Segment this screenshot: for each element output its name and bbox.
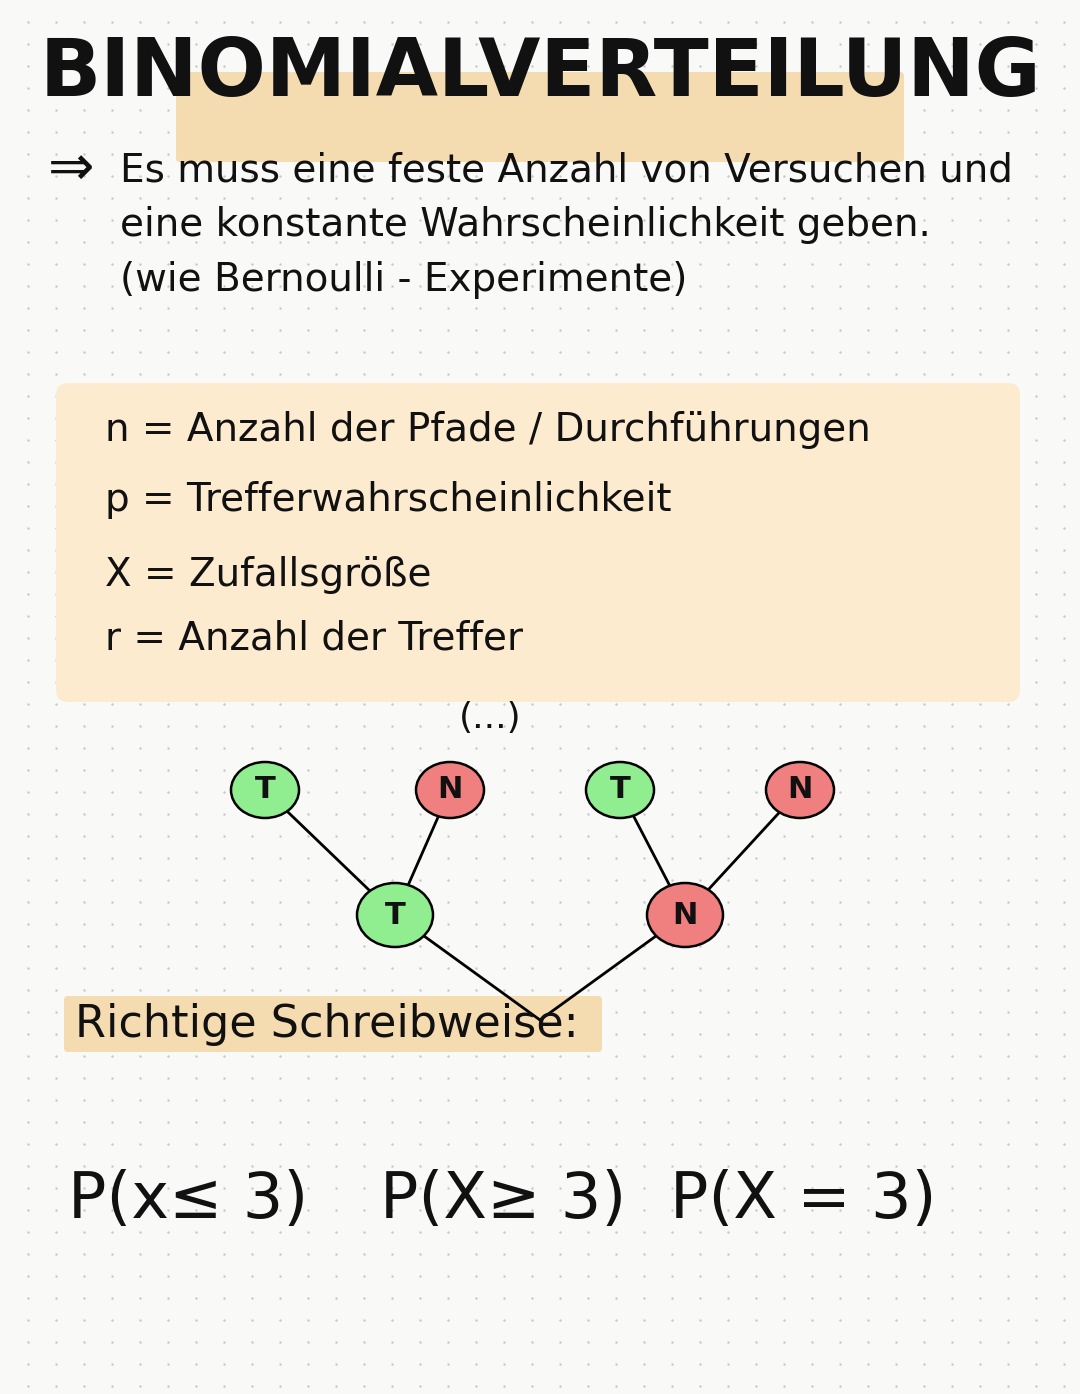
Text: BINOMIALVERTEILUNG: BINOMIALVERTEILUNG: [39, 35, 1041, 113]
Ellipse shape: [766, 763, 834, 818]
Text: r = Anzahl der Treffer: r = Anzahl der Treffer: [105, 619, 523, 657]
Text: n = Anzahl der Pfade / Durchführungen: n = Anzahl der Pfade / Durchführungen: [105, 411, 870, 449]
Text: P(X≥ 3): P(X≥ 3): [380, 1170, 626, 1231]
Text: P(x≤ 3): P(x≤ 3): [68, 1170, 308, 1231]
FancyBboxPatch shape: [64, 995, 602, 1052]
FancyBboxPatch shape: [56, 383, 1020, 703]
Text: T: T: [384, 901, 405, 930]
Ellipse shape: [231, 763, 299, 818]
Text: T: T: [255, 775, 275, 804]
Text: X = Zufallsgröße: X = Zufallsgröße: [105, 556, 432, 594]
Text: P(X = 3): P(X = 3): [670, 1170, 936, 1231]
Text: ⇒: ⇒: [48, 144, 95, 197]
Text: N: N: [673, 901, 698, 930]
Ellipse shape: [647, 882, 723, 947]
Ellipse shape: [586, 763, 654, 818]
Text: eine konstante Wahrscheinlichkeit geben.: eine konstante Wahrscheinlichkeit geben.: [120, 206, 931, 244]
Text: N: N: [787, 775, 812, 804]
Text: (wie Bernoulli - Experimente): (wie Bernoulli - Experimente): [120, 261, 687, 298]
FancyBboxPatch shape: [176, 72, 904, 162]
Ellipse shape: [416, 763, 484, 818]
Text: (...): (...): [459, 701, 522, 735]
Text: N: N: [437, 775, 462, 804]
Text: Richtige Schreibweise:: Richtige Schreibweise:: [75, 1002, 579, 1046]
Text: p = Trefferwahrscheinlichkeit: p = Trefferwahrscheinlichkeit: [105, 481, 672, 519]
Text: Es muss eine feste Anzahl von Versuchen und: Es muss eine feste Anzahl von Versuchen …: [120, 151, 1013, 190]
Text: T: T: [609, 775, 631, 804]
Ellipse shape: [357, 882, 433, 947]
